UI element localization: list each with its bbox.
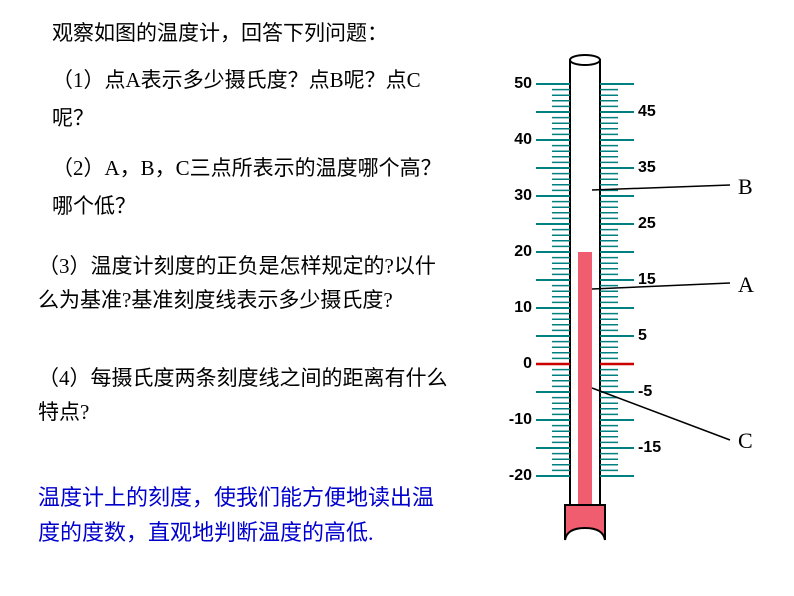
scale-left-20: 20 (504, 243, 532, 261)
scale-right--15: -15 (638, 439, 661, 457)
question-2: （2）A，B，C三点所表示的温度哪个高？哪个低？ (52, 150, 452, 226)
scale-right-35: 35 (638, 159, 656, 177)
label-A: A (738, 272, 754, 298)
summary-text: 温度计上的刻度，使我们能方便地读出温度的度数，直观地判断温度的高低. (38, 480, 448, 550)
scale-left-40: 40 (504, 131, 532, 149)
question-1: （1）点A表示多少摄氏度？点B呢？点C呢？ (52, 62, 452, 138)
scale-left-30: 30 (504, 187, 532, 205)
question-4: （4）每摄氏度两条刻度线之间的距离有什么特点? (38, 362, 448, 429)
scale-right-5: 5 (638, 327, 647, 345)
scale-right--5: -5 (638, 383, 652, 401)
scale-left-0: 0 (504, 355, 532, 373)
scale-right-45: 45 (638, 103, 656, 121)
scale-left-50: 50 (504, 75, 532, 93)
label-C: C (738, 428, 753, 454)
question-3: （3）温度计刻度的正负是怎样规定的?以什么为基准?基准刻度线表示多少摄氏度? (38, 250, 448, 317)
scale-left--10: -10 (504, 411, 532, 429)
scale-left-10: 10 (504, 299, 532, 317)
scale-left--20: -20 (504, 467, 532, 485)
scale-right-15: 15 (638, 271, 656, 289)
label-B: B (738, 174, 753, 200)
scale-right-25: 25 (638, 215, 656, 233)
intro-text: 观察如图的温度计，回答下列问题： (52, 18, 452, 50)
thermometer: B A C 50 40 30 20 10 0 -10 -20 45 35 25 15 5 -5 -15 (470, 50, 790, 560)
